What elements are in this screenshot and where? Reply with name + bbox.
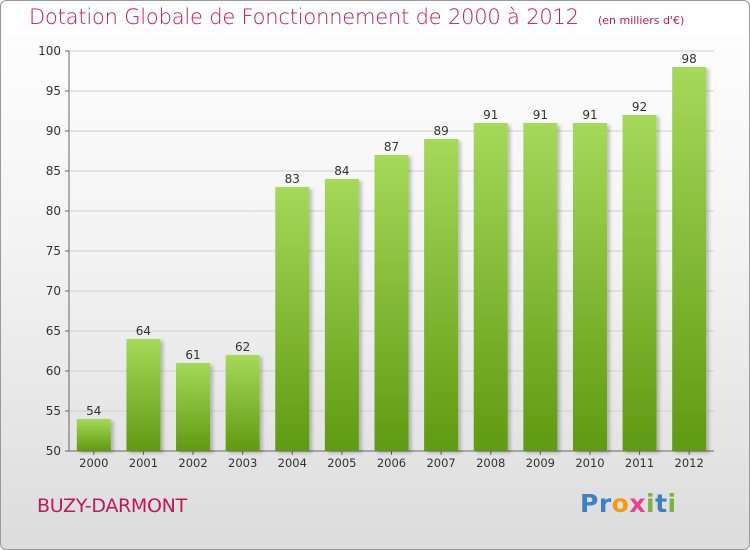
commune-name: BUZY-DARMONT (37, 495, 187, 517)
y-tick-label: 60 (46, 364, 61, 378)
value-label-2008: 91 (483, 108, 498, 122)
bar-2003 (225, 355, 260, 451)
x-tick-label-2012: 2012 (675, 456, 704, 470)
value-label-2001: 64 (136, 324, 151, 338)
y-tick-label: 50 (46, 444, 61, 458)
chart-unit-note: (en milliers d'€) (597, 14, 685, 27)
x-tick-label-2000: 2000 (79, 456, 108, 470)
x-tick-label-2002: 2002 (178, 456, 207, 470)
x-tick-label-2006: 2006 (377, 456, 406, 470)
x-tick-label-2001: 2001 (129, 456, 158, 470)
chart-title: Dotation Globale de Fonctionnement de 20… (29, 5, 579, 29)
bar-2009 (523, 123, 558, 451)
value-label-2012: 98 (682, 52, 697, 66)
value-label-2007: 89 (433, 124, 448, 138)
bar-2002 (176, 363, 211, 451)
value-label-2002: 61 (185, 348, 200, 362)
logo-letter: t (655, 489, 668, 518)
y-tick-label: 65 (46, 324, 61, 338)
bar-2011 (622, 115, 657, 451)
x-tick-label-2011: 2011 (625, 456, 654, 470)
x-tick-label-2003: 2003 (228, 456, 257, 470)
bar-2000 (76, 419, 111, 451)
title-row: Dotation Globale de Fonctionnement de 20… (29, 5, 684, 29)
x-tick-label-2010: 2010 (575, 456, 604, 470)
x-tick-label-2004: 2004 (278, 456, 307, 470)
proxiti-logo: Proxiti (580, 489, 677, 518)
logo-letter: i (646, 489, 656, 518)
y-tick-label: 100 (38, 44, 61, 58)
label-layer: 54 64 61 62 83 84 87 89 91 91 91 92 98 (86, 52, 697, 418)
value-label-2005: 84 (334, 164, 349, 178)
y-tick-label: 75 (46, 244, 61, 258)
bar-2007 (424, 139, 459, 451)
bar-2010 (572, 123, 607, 451)
y-tick-label: 55 (46, 404, 61, 418)
bar-2005 (324, 179, 359, 451)
y-tick-label: 95 (46, 84, 61, 98)
x-tick-label-2008: 2008 (476, 456, 505, 470)
y-tick-label: 70 (46, 284, 61, 298)
value-label-2004: 83 (285, 172, 300, 186)
logo-letter: i (667, 489, 677, 518)
bar-2004 (275, 187, 310, 451)
value-label-2009: 91 (533, 108, 548, 122)
value-label-2006: 87 (384, 140, 399, 154)
x-tick-label-2007: 2007 (426, 456, 455, 470)
value-label-2011: 92 (632, 100, 647, 114)
bar-2006 (374, 155, 409, 451)
logo-letter: P (580, 489, 599, 518)
y-tick-label: 85 (46, 164, 61, 178)
value-label-2000: 54 (86, 404, 101, 418)
x-tick-label-2009: 2009 (526, 456, 555, 470)
bar-2008 (473, 123, 508, 451)
y-tick-label: 90 (46, 124, 61, 138)
y-tick-label: 80 (46, 204, 61, 218)
value-label-2010: 91 (582, 108, 597, 122)
logo-letter: x (629, 489, 646, 518)
bar-2001 (126, 339, 161, 451)
x-tick-label-2005: 2005 (327, 456, 356, 470)
logo-letter: r (598, 489, 612, 518)
bar-layer (76, 67, 707, 451)
logo-letter: o (611, 489, 630, 518)
bar-2012 (672, 67, 707, 451)
value-label-2003: 62 (235, 340, 250, 354)
